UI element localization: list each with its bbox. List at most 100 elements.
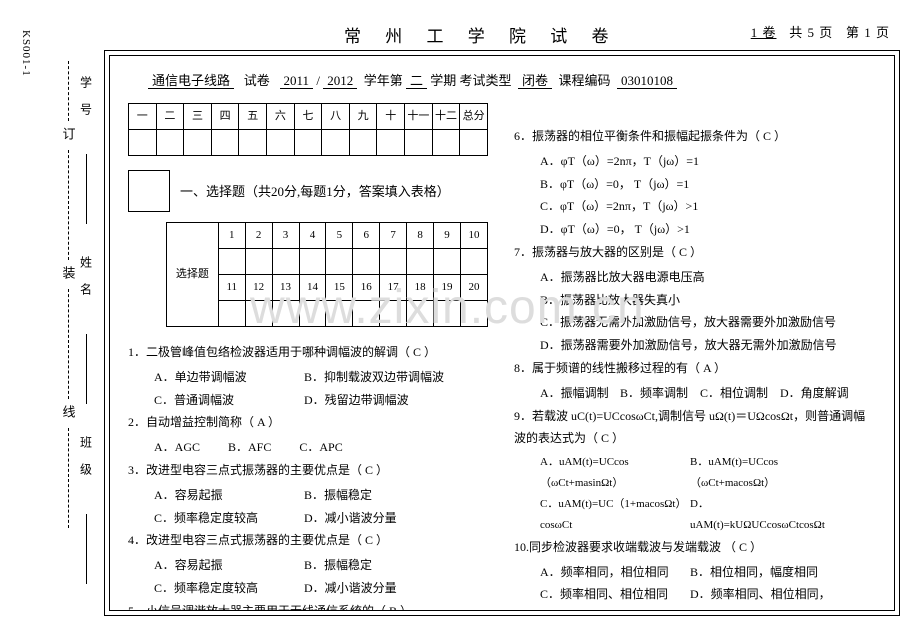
q8-b: B．频率调制 — [620, 382, 700, 405]
q3-a: A．容易起振 — [154, 484, 304, 507]
choice-num: 8 — [407, 223, 434, 249]
q1-a: A．单边带调幅波 — [154, 366, 304, 389]
choice-num: 7 — [380, 223, 407, 249]
choice-cell — [299, 301, 326, 327]
q1-options: A．单边带调幅波B．抑制载波双边带调幅波 C．普通调幅波D．残留边带调幅波 — [128, 366, 488, 412]
choice-cell — [353, 301, 380, 327]
choice-label: 选择题 — [167, 223, 219, 327]
q3-options: A．容易起振B．振幅稳定 C．频率稳定度较高D．减小谐波分量 — [128, 484, 488, 530]
binding-label-b: 装 — [59, 266, 78, 279]
score-value-row — [129, 130, 488, 156]
content-columns: 一 二 三 四 五 六 七 八 九 十 十一 十二 总分 — [128, 99, 876, 611]
side-line — [86, 334, 87, 404]
q6-d: D．φT（ω）=0， T（jω）>1 — [540, 218, 874, 241]
choice-cell — [353, 249, 380, 275]
choice-cell — [326, 301, 353, 327]
choice-num: 9 — [434, 223, 461, 249]
score-col: 九 — [349, 104, 377, 130]
q9-options: A．uAM(t)=UCcos（ωCt+masinΩt）B．uAM(t)=UCco… — [514, 452, 874, 536]
score-header-row: 一 二 三 四 五 六 七 八 九 十 十一 十二 总分 — [129, 104, 488, 130]
score-cell — [405, 130, 433, 156]
year1: 2011 — [280, 73, 314, 89]
side-name: 姓 名 — [78, 256, 95, 301]
q8-options: A．振幅调制B．频率调制C．相位调制D．角度解调 — [514, 382, 874, 405]
choice-cell — [245, 301, 272, 327]
side-info-column: 学 号 姓 名 班 级 — [76, 60, 96, 600]
choice-num: 19 — [434, 275, 461, 301]
score-cell — [211, 130, 239, 156]
score-cell — [156, 130, 184, 156]
choice-num: 14 — [299, 275, 326, 301]
inner-frame: 通信电子线路 试卷 2011 / 2012 学年第 二 学期 考试类型 闭卷 课… — [109, 55, 895, 611]
q1-b: B．抑制载波双边带调幅波 — [304, 366, 454, 389]
q9-a: A．uAM(t)=UCcos（ωCt+masinΩt） — [540, 452, 690, 494]
q2-b: B．AFC — [228, 436, 271, 459]
choice-cell — [299, 249, 326, 275]
choice-cell — [380, 301, 407, 327]
year2: 2012 — [323, 73, 357, 89]
score-cell — [460, 130, 488, 156]
side-line — [86, 154, 87, 224]
choice-cell — [434, 301, 461, 327]
right-column: 6．振荡器的相位平衡条件和振幅起振条件为（ C ） A．φT（ω）=2nπ，T（… — [514, 99, 874, 611]
question-1: 1．二极管峰值包络检波器适用于哪种调幅波的解调（ C ） — [128, 341, 488, 364]
choice-num: 2 — [245, 223, 272, 249]
section-1-header: 一、选择题（共20分,每题1分，答案填入表格） — [128, 170, 488, 212]
current-page: 第 1 页 — [846, 25, 890, 40]
choice-cell — [407, 301, 434, 327]
page-code: KS001-1 — [20, 30, 32, 77]
choice-num: 11 — [218, 275, 245, 301]
q7-a: A．振荡器比放大器电源电压高 — [540, 266, 874, 289]
section-1-title: 一、选择题（共20分,每题1分，答案填入表格） — [180, 170, 450, 205]
choice-num: 3 — [272, 223, 299, 249]
question-2: 2．自动增益控制简称（ A ） — [128, 411, 488, 434]
course-name: 通信电子线路 — [148, 73, 234, 89]
side-student-id: 学 号 — [78, 76, 95, 121]
score-col: 三 — [184, 104, 212, 130]
q1-d: D．残留边带调幅波 — [304, 389, 454, 412]
q7-options: A．振荡器比放大器电源电压高 B．振荡器比放大器失真小 C．振荡器无需外加激励信… — [514, 266, 874, 357]
w-term: 学期 考试类型 — [430, 73, 511, 88]
q9-d: D．uAM(t)=kUΩUCcosωCtcosΩt — [690, 494, 840, 536]
choice-cell — [245, 249, 272, 275]
q7-d: D．振荡器需要外加激励信号，放大器无需外加激励信号 — [540, 334, 874, 357]
q9-c: C．uAM(t)=UC（1+macosΩt）cosωCt — [540, 494, 690, 536]
binding-dots — [68, 150, 69, 260]
choice-row: 选择题 12345678910 — [167, 223, 488, 249]
score-col: 五 — [239, 104, 267, 130]
choice-num: 1 — [218, 223, 245, 249]
q4-a: A．容易起振 — [154, 554, 304, 577]
choice-cell — [460, 301, 487, 327]
outer-frame: 通信电子线路 试卷 2011 / 2012 学年第 二 学期 考试类型 闭卷 课… — [104, 50, 900, 616]
q7-c: C．振荡器无需外加激励信号，放大器需要外加激励信号 — [540, 311, 874, 334]
binding-label-a: 订 — [59, 127, 78, 140]
q4-options: A．容易起振B．振幅稳定 C．频率稳定度较高D．减小谐波分量 — [128, 554, 488, 600]
score-cell — [377, 130, 405, 156]
question-5: 5．小信号调谐放大器主要用于无线通信系统的（ B ） — [128, 600, 488, 611]
spacer — [514, 99, 874, 125]
q10-a: A．频率相同，相位相同 — [540, 561, 690, 584]
score-col: 二 — [156, 104, 184, 130]
score-col: 总分 — [460, 104, 488, 130]
score-cell — [184, 130, 212, 156]
choice-cell — [434, 249, 461, 275]
choice-num: 15 — [326, 275, 353, 301]
score-col: 十二 — [432, 104, 460, 130]
q8-a: A．振幅调制 — [540, 382, 620, 405]
w-code: 课程编码 — [559, 73, 611, 88]
course-code: 03010108 — [617, 73, 677, 89]
binding-dots — [68, 289, 69, 399]
score-cell — [322, 130, 350, 156]
binding-dots — [68, 428, 69, 528]
score-col: 八 — [322, 104, 350, 130]
side-class: 班 级 — [78, 436, 95, 481]
q3-b: B．振幅稳定 — [304, 484, 454, 507]
score-col: 十一 — [405, 104, 433, 130]
q2-a: A．AGC — [154, 436, 200, 459]
q6-a: A．φT（ω）=2nπ，T（jω）=1 — [540, 150, 874, 173]
score-table: 一 二 三 四 五 六 七 八 九 十 十一 十二 总分 — [128, 103, 488, 156]
total-pages: 共 5 页 — [789, 25, 833, 40]
question-10: 10.同步检波器要求收端载波与发端载波 （ C ） — [514, 536, 874, 559]
choice-num: 10 — [460, 223, 487, 249]
choice-num: 18 — [407, 275, 434, 301]
